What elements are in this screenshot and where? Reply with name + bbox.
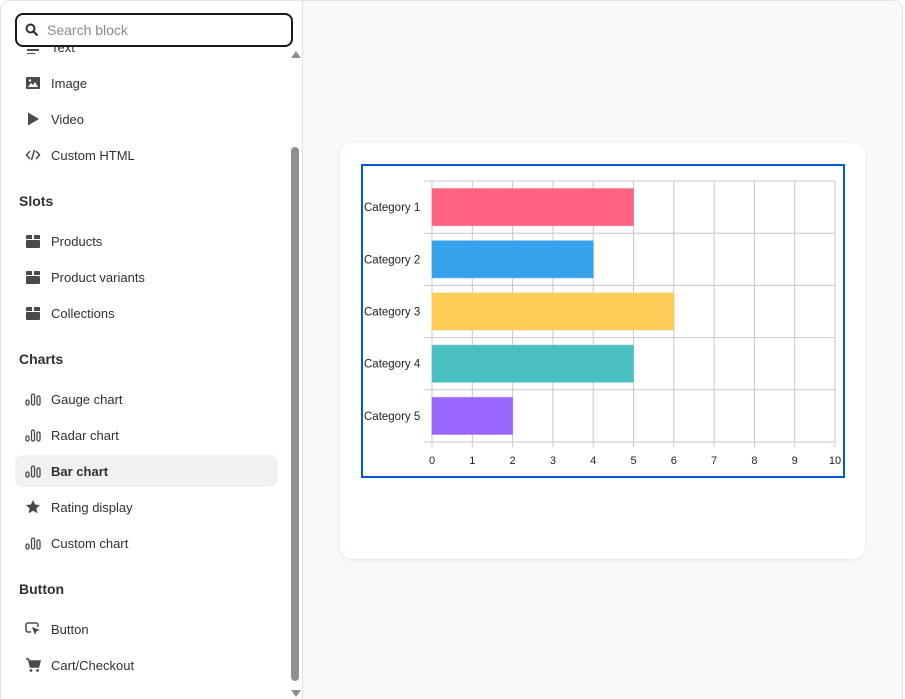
scrollbar-thumb[interactable]: [291, 147, 299, 681]
block-item-image[interactable]: Image: [15, 67, 278, 99]
scroll-up-arrow[interactable]: [291, 51, 301, 58]
block-item-products[interactable]: Products: [15, 225, 278, 257]
star-icon: [25, 499, 41, 515]
cart-icon: [25, 657, 41, 673]
section-heading: Charts: [19, 351, 64, 367]
block-item-product-variants[interactable]: Product variants: [15, 261, 278, 293]
bar-chart-block[interactable]: 0 1 2 3 4 5 6 7 8 9 10 Category 1 Category 2 Category…: [361, 164, 845, 478]
block-item-radar-chart[interactable]: Radar chart: [15, 419, 278, 451]
block-item-gauge-chart[interactable]: Gauge chart: [15, 383, 278, 415]
y-tick-label: Category 1: [364, 202, 420, 214]
block-item-custom-html[interactable]: Custom HTML: [15, 139, 278, 171]
x-tick-label: 1: [469, 455, 475, 467]
block-item-label: Collections: [51, 305, 115, 321]
scroll-down-arrow[interactable]: [291, 690, 301, 697]
x-tick-label: 8: [751, 455, 757, 467]
box-icon: [25, 269, 41, 285]
block-item-label: Custom HTML: [51, 147, 135, 163]
block-item-custom-chart[interactable]: Custom chart: [15, 527, 278, 559]
block-item-label: Button: [51, 621, 89, 637]
bar: [431, 292, 675, 331]
x-tick-label: 9: [792, 455, 798, 467]
block-item-label: Gauge chart: [51, 391, 123, 407]
chart-icon: [25, 427, 41, 443]
block-item-label: Custom chart: [51, 535, 129, 551]
block-item-label: Cart/Checkout: [51, 657, 135, 673]
box-icon: [25, 305, 41, 321]
block-item-rating-display[interactable]: Rating display: [15, 491, 278, 523]
bar: [431, 396, 514, 435]
x-tick-label: 5: [630, 455, 636, 467]
block-item-button[interactable]: Button: [15, 613, 278, 645]
block-item-bar-chart[interactable]: Bar chart: [15, 455, 278, 487]
box-icon: [25, 233, 41, 249]
x-tick-label: 10: [829, 455, 841, 467]
cursor-icon: [25, 621, 41, 637]
block-item-label: Products: [51, 233, 103, 249]
play-icon: [25, 111, 41, 127]
bar: [431, 344, 634, 383]
chart-icon: [25, 391, 41, 407]
bar-chart: 0 1 2 3 4 5 6 7 8 9 10 Category 1 Category 2 Category…: [364, 180, 841, 467]
block-item-label: Rating display: [51, 499, 133, 515]
search-input[interactable]: [47, 22, 267, 38]
search-field[interactable]: [15, 13, 293, 47]
image-icon: [25, 75, 41, 91]
block-item-label: Video: [51, 111, 85, 127]
x-tick-label: 4: [590, 455, 596, 467]
section-heading: Slots: [19, 193, 54, 209]
block-item-label: Product variants: [51, 269, 145, 285]
x-tick-label: 7: [711, 455, 717, 467]
y-tick-label: Category 2: [364, 254, 420, 266]
chart-icon: [25, 535, 41, 551]
block-item-label: Bar chart: [51, 463, 109, 479]
block-item-label: Radar chart: [51, 427, 119, 443]
block-item-label: Image: [51, 75, 88, 91]
x-tick-label: 2: [510, 455, 516, 467]
bar: [431, 188, 634, 227]
block-item-video[interactable]: Video: [15, 103, 278, 135]
y-tick-label: Category 5: [364, 411, 420, 423]
block-item-collections[interactable]: Collections: [15, 297, 278, 329]
y-tick-label: Category 3: [364, 307, 420, 319]
block-item-cart-checkout[interactable]: Cart/Checkout: [15, 649, 278, 681]
bar: [431, 240, 594, 279]
x-tick-label: 0: [429, 455, 435, 467]
chart-icon: [25, 463, 41, 479]
code-icon: [25, 147, 41, 163]
text-icon: [25, 39, 41, 55]
x-tick-label: 6: [671, 455, 677, 467]
x-tick-label: 3: [550, 455, 556, 467]
search-icon: [25, 23, 39, 37]
section-heading: Button: [19, 581, 65, 597]
y-tick-label: Category 4: [364, 359, 421, 371]
